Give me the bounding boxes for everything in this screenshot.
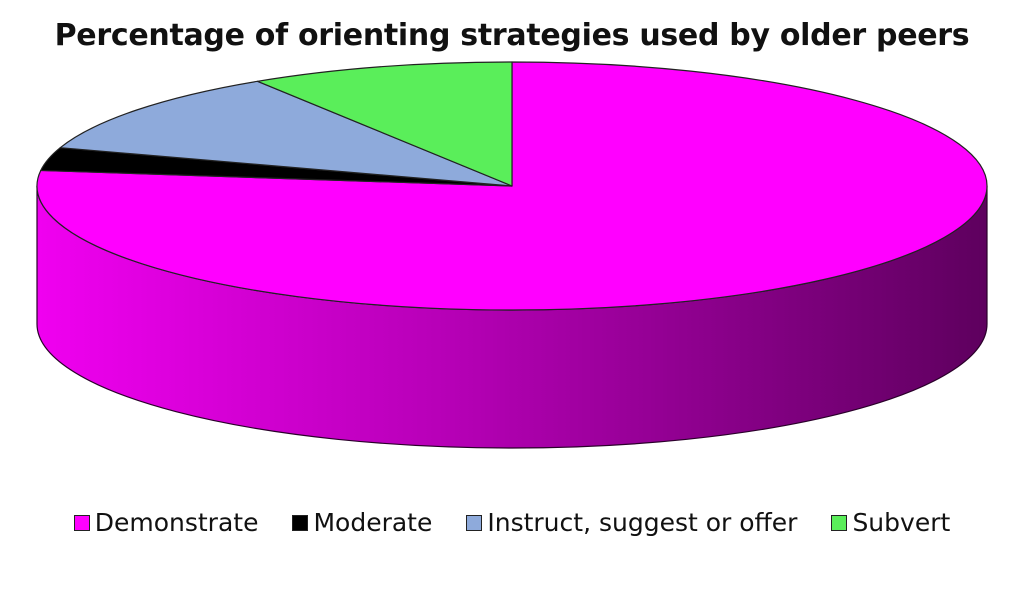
legend-item-instruct-suggest-or-offer: Instruct, suggest or offer (466, 508, 797, 537)
legend-label: Instruct, suggest or offer (487, 508, 798, 537)
pie-slice-instruct-suggest-or-offer (59, 80, 513, 187)
pie-top-faces (36, 61, 988, 311)
legend-item-demonstrate: Demonstrate (73, 508, 259, 537)
pie-slice-subvert (256, 61, 513, 187)
legend-label: Subvert (852, 508, 951, 537)
legend-label: Moderate (313, 508, 433, 537)
legend-swatch (292, 514, 309, 531)
legend-item-subvert: Subvert (831, 508, 950, 537)
legend-swatch (831, 514, 848, 531)
legend-swatch (466, 514, 483, 531)
legend: Demonstrate Moderate Instruct, suggest or … (0, 508, 1024, 537)
legend-item-moderate: Moderate (292, 508, 432, 537)
legend-swatch (73, 514, 90, 531)
chart-title: Percentage of orienting strategies used … (54, 18, 970, 53)
legend-label: Demonstrate (94, 508, 259, 537)
